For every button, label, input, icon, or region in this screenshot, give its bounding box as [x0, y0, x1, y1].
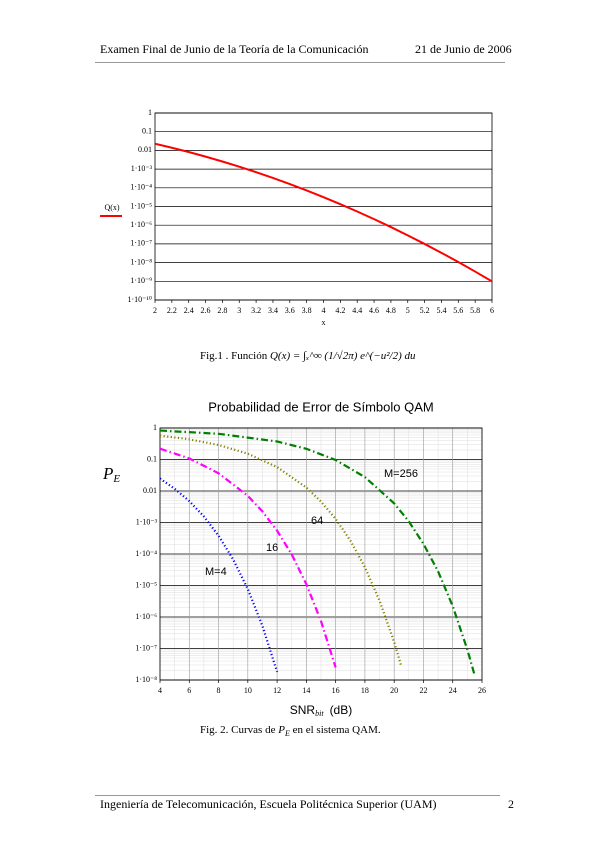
y-tick-label: 1·10⁻⁶: [135, 612, 157, 621]
x-tick-label: 24: [449, 686, 457, 695]
y-tick-label: 1·10⁻⁷: [130, 239, 152, 248]
x-tick-label: 5.8: [470, 306, 480, 315]
x-tick-label: 4: [158, 686, 162, 695]
x-tick-label: 2.4: [184, 306, 194, 315]
x-tick-label: 10: [244, 686, 252, 695]
y-tick-label: 1·10⁻⁹: [130, 276, 152, 285]
plot-frame: [159, 427, 483, 681]
x-tick-label: 4.2: [335, 306, 345, 315]
series-line: [155, 142, 492, 283]
q-function-chart: 1 0.1 0.01 1·10⁻³ 1·10⁻⁴ 1·10⁻⁵ 1·10⁻⁶ 1·10⁻⁷ 1·…: [100, 108, 494, 327]
plot-frame: [154, 112, 493, 301]
y-tick-label: 1·10⁻⁷: [135, 643, 157, 652]
x-tick-label: 2.8: [217, 306, 227, 315]
y-tick-label: 1·10⁻⁸: [130, 257, 152, 266]
x-tick-label: 3.2: [251, 306, 261, 315]
series-annotation: M=4: [205, 566, 227, 578]
y-label-subscript: E: [112, 473, 120, 485]
header-title: Examen Final de Junio de la Teoría de la…: [100, 42, 369, 56]
chart-title: Probabilidad de Error de Símbolo QAM: [208, 399, 433, 414]
x-tick-label: 4.4: [352, 306, 362, 315]
x-tick-label: 26: [478, 686, 486, 695]
x-tick-label: 12: [273, 686, 281, 695]
series-annotation: 16: [266, 542, 278, 554]
x-tick-label: 4: [322, 306, 326, 315]
series-line: [160, 447, 337, 668]
x-label-subscript: bit: [315, 709, 324, 718]
figure-caption: Fig.1 . Función Q(x) = ∫ₓ^∞ (1/√2π) e^(−…: [200, 350, 416, 362]
y-tick-label: 1·10⁻⁵: [135, 580, 157, 589]
x-tick-label: 6: [187, 686, 191, 695]
y-tick-label: 0.01: [138, 145, 152, 154]
x-tick-label: 2: [153, 306, 157, 315]
y-tick-label: 1·10⁻¹⁰: [128, 295, 153, 304]
y-tick-label: 1: [153, 423, 157, 432]
x-tick-label: 5.4: [436, 306, 446, 315]
y-tick-label: 0.1: [142, 127, 152, 136]
y-tick-label: 1·10⁻⁵: [130, 201, 152, 210]
y-tick-label: 1·10⁻⁶: [130, 220, 152, 229]
x-label-main: SNR: [290, 703, 316, 717]
series-annotation: M=256: [384, 468, 418, 480]
y-tick-label: 1·10⁻⁴: [135, 549, 157, 558]
x-tick-label: 6: [490, 306, 494, 315]
x-tick-label: 14: [302, 686, 310, 695]
caption-symbol: P: [278, 724, 285, 736]
x-axis-label: SNRbit (dB): [290, 703, 352, 718]
x-tick-label: 3.8: [302, 306, 312, 315]
x-tick-label: 3.6: [285, 306, 295, 315]
x-tick-label: 5.2: [420, 306, 430, 315]
footer-rule: [95, 795, 500, 796]
page-number: 2: [508, 797, 514, 811]
header-rule: [95, 62, 505, 63]
x-tick-label: 8: [217, 686, 221, 695]
x-tick-label: 2.6: [201, 306, 211, 315]
caption-text: en el sistema QAM.: [292, 724, 381, 736]
caption-text: Fig.1 . Función: [200, 350, 268, 362]
caption-formula: Q(x) = ∫ₓ^∞ (1/√2π) e^(−u²/2) du: [269, 350, 416, 362]
footer-text: Ingeniería de Telecomunicación, Escuela …: [100, 797, 437, 811]
x-tick-label: 16: [332, 686, 340, 695]
y-tick-label: 1·10⁻⁴: [130, 183, 152, 192]
header-date: 21 de Junio de 2006: [415, 42, 512, 56]
series-annotation: 64: [311, 515, 323, 527]
x-tick-label: 22: [419, 686, 427, 695]
x-tick-label: 18: [361, 686, 369, 695]
y-tick-label: 0.1: [147, 454, 157, 463]
legend-label: Q(x): [104, 203, 119, 212]
caption-text: Fig. 2. Curvas de: [200, 724, 276, 736]
qam-chart: 1 0.1 0.01 1·10⁻³ 1·10⁻⁴ 1·10⁻⁵ 1·10⁻⁶ 1·10⁻⁷ 1·…: [102, 399, 486, 718]
y-tick-label: 1: [148, 108, 152, 117]
y-tick-label: 1·10⁻³: [131, 164, 153, 173]
x-tick-label: 4.6: [369, 306, 379, 315]
y-tick-label: 0.01: [143, 486, 157, 495]
y-label-symbol: P: [102, 464, 113, 483]
series-line: [160, 477, 279, 673]
x-tick-label: 4.8: [386, 306, 396, 315]
x-tick-label: 5.6: [453, 306, 463, 315]
figure-caption: Fig. 2. Curvas de PE en el sistema QAM.: [200, 724, 381, 738]
x-tick-label: 20: [390, 686, 398, 695]
x-tick-label: 3: [237, 306, 241, 315]
x-label-unit: (dB): [330, 703, 353, 717]
x-tick-label: 5: [406, 306, 410, 315]
x-tick-label: 3.4: [268, 306, 278, 315]
series-line: [160, 429, 476, 676]
x-tick-label: 2.2: [167, 306, 177, 315]
y-axis-label: PE: [102, 464, 120, 485]
x-axis-label: x: [322, 318, 326, 327]
y-tick-label: 1·10⁻³: [136, 517, 158, 526]
caption-subscript: E: [284, 729, 290, 739]
y-tick-label: 1·10⁻⁸: [135, 675, 157, 684]
